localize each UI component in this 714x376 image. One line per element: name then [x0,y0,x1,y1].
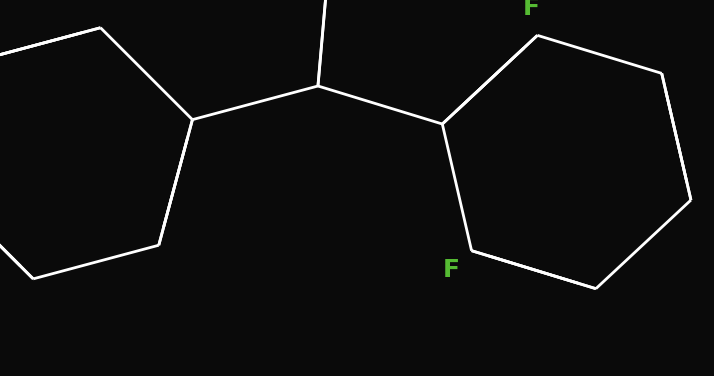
Text: F: F [523,0,540,20]
Text: F: F [443,258,460,282]
